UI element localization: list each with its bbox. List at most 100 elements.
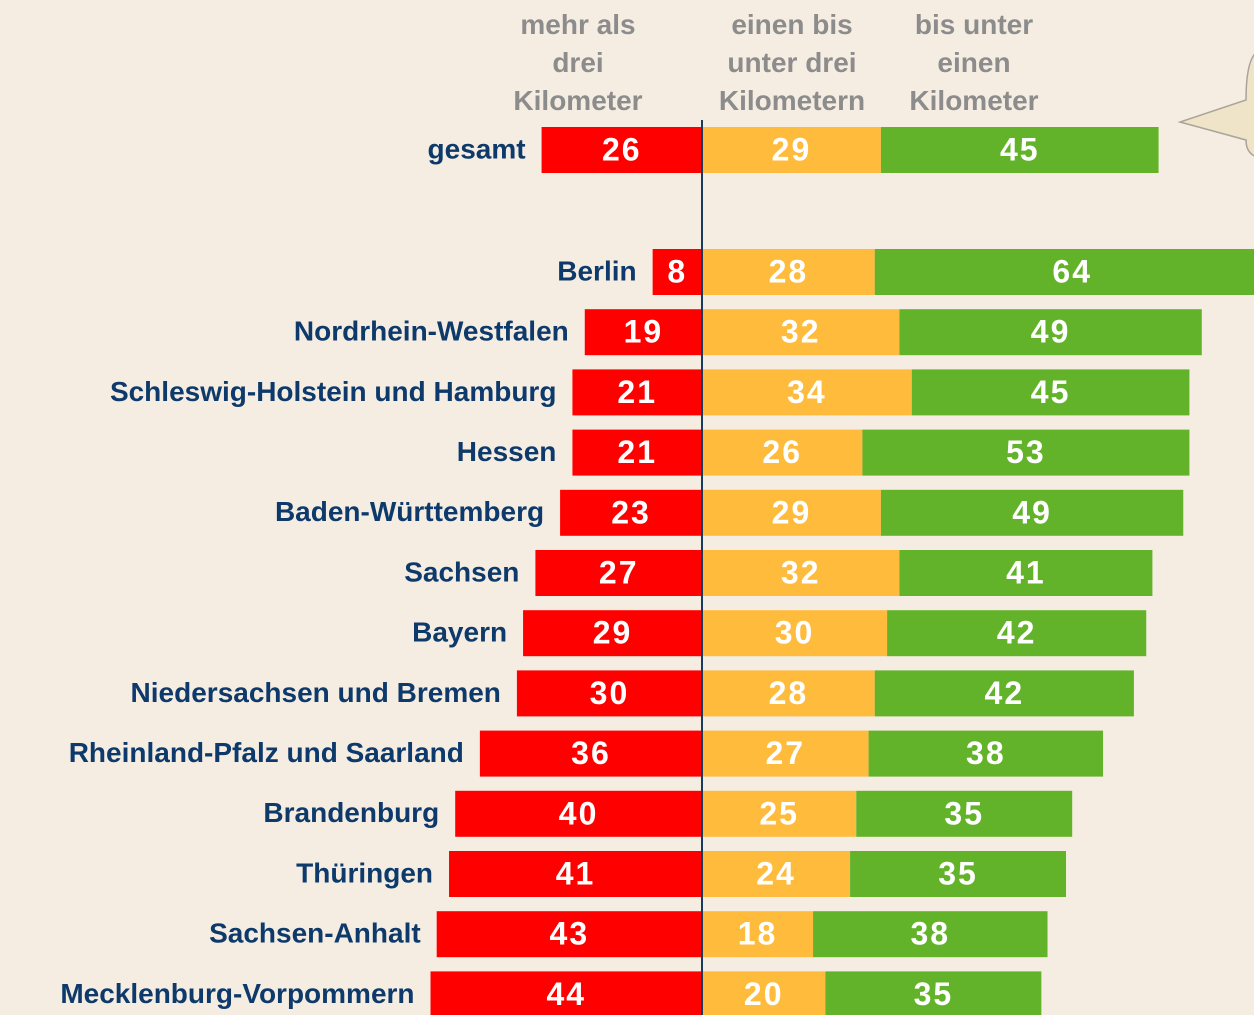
value-label: 42 [997,615,1037,651]
bar-segment [702,670,875,717]
value-label: 44 [546,976,586,1012]
value-label: 36 [571,735,611,771]
bar-segment [911,369,1190,416]
bar-segment [702,249,875,295]
value-label: 32 [781,314,821,350]
bar-segment [874,249,1254,295]
value-label: 27 [599,554,639,590]
value-label: 19 [624,314,664,350]
bar-segment [862,429,1190,476]
bar-segment [868,730,1104,777]
value-label: 64 [1052,253,1092,289]
value-label: 26 [762,434,802,470]
value-label: 45 [1031,374,1071,410]
bar-segment [702,369,912,416]
bar-segment [880,489,1184,536]
bar-segment [523,610,702,657]
bar-segment [560,489,702,536]
value-label: 25 [759,795,799,831]
category-label: Brandenburg [263,797,439,828]
value-label: 20 [744,976,784,1012]
bar-segment [702,610,888,657]
legend-label: bis unter einen Kilometer [909,9,1038,116]
bar-segment [874,670,1134,717]
bar-segment [702,911,814,958]
value-label: 38 [910,916,950,952]
value-label: 38 [966,735,1006,771]
value-label: 40 [559,795,599,831]
value-label: 30 [775,615,815,651]
value-label: 35 [938,855,978,891]
bar-segment [702,730,869,777]
bar-segment [572,429,702,476]
category-label: Berlin [557,255,636,286]
legend-label: einen bis unter drei Kilometern [719,9,865,116]
callout-bubble [1177,53,1254,157]
bar-segment [702,971,826,1015]
value-label: 41 [556,855,596,891]
category-label: Rheinland-Pfalz und Saarland [69,737,464,768]
bar-segment [702,851,851,897]
category-label: Sachsen-Anhalt [209,918,421,949]
value-label: 29 [772,494,812,530]
bar-segment [702,127,881,173]
category-label: Hessen [457,436,557,467]
bar-segment [702,790,857,837]
bar-segment [850,851,1067,897]
bar-segment [702,489,881,536]
category-label: Schleswig-Holstein und Hamburg [110,376,556,407]
value-label: 18 [738,916,778,952]
value-label: 35 [944,795,984,831]
bar-segment [702,429,863,476]
category-label: Baden-Württemberg [275,496,544,527]
value-label: 28 [769,675,809,711]
bar-segment [436,911,702,958]
legend-label: mehr als drei Kilometer [513,9,642,116]
bar-segment [899,550,1153,596]
bar-segment [887,610,1147,657]
value-label: 42 [985,675,1025,711]
category-label: Sachsen [404,556,519,587]
value-label: 8 [667,253,687,289]
category-label: Niedersachsen und Bremen [131,677,501,708]
value-label: 45 [1000,131,1040,167]
bar-segment [584,309,702,356]
value-label: 28 [769,253,809,289]
bar-segment [702,550,900,596]
bar-segment [541,127,702,173]
bar-segment [702,309,900,356]
bar-segment [535,550,702,596]
category-label: Bayern [412,617,507,648]
value-label: 49 [1031,314,1071,350]
bar-segment [572,369,702,416]
bar-segment [825,971,1042,1015]
bar-segment [430,971,702,1015]
category-label: Thüringen [296,857,433,888]
category-label: gesamt [428,133,526,164]
bar-segment [652,249,702,295]
value-label: 27 [765,735,805,771]
bars [430,127,1254,1015]
value-label: 29 [593,615,633,651]
bar-segment [856,790,1073,837]
value-label: 43 [550,916,590,952]
value-label: 21 [617,434,657,470]
value-label: 53 [1006,434,1046,470]
bar-segment [516,670,702,717]
bar-segment [479,730,702,777]
value-label: 23 [611,494,651,530]
value-label: 49 [1012,494,1052,530]
bar-segment [455,790,702,837]
category-label: Mecklenburg-Vorpommern [60,978,414,1009]
category-label: Nordrhein-Westfalen [294,316,569,347]
bar-segment [813,911,1048,958]
value-label: 30 [590,675,630,711]
value-label: 26 [602,131,642,167]
value-label: 34 [787,374,827,410]
bar-segment [449,851,702,897]
value-label: 24 [756,855,796,891]
value-label: 21 [617,374,657,410]
value-label: 29 [772,131,812,167]
bar-segment [880,127,1159,173]
